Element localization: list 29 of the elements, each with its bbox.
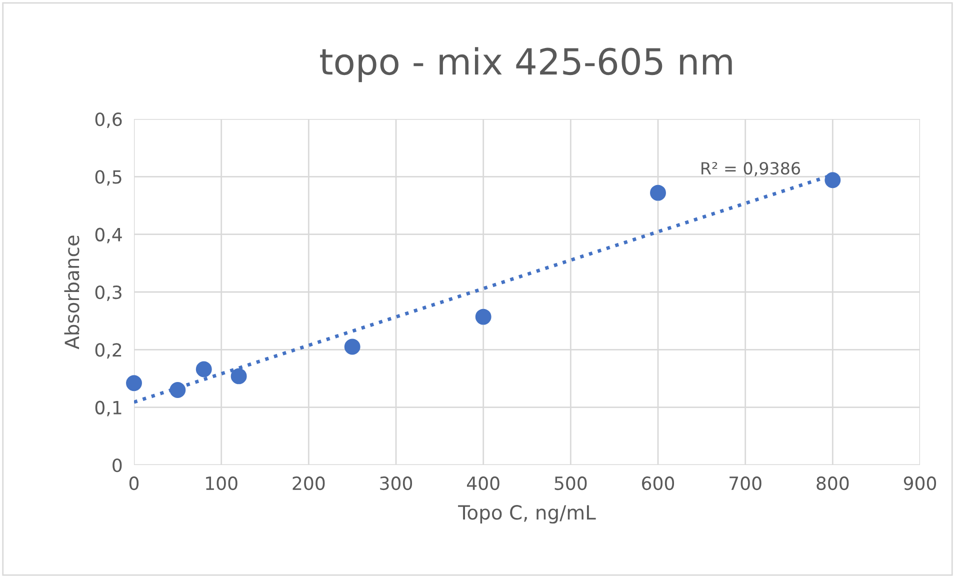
- annotation: R² = 0,9386: [702, 162, 800, 176]
- point: [126, 375, 142, 392]
- point: [196, 361, 212, 378]
- x-tick-label: 900: [904, 476, 936, 490]
- y-tick-label: 0,6: [95, 112, 122, 128]
- x-tick-label: 600: [642, 476, 674, 490]
- point: [475, 308, 492, 325]
- point: [230, 368, 247, 384]
- y-axis-title: Absorbance: [64, 236, 80, 350]
- y-tick-label: 0,1: [95, 400, 122, 416]
- x-tick-label: 0: [129, 476, 139, 490]
- chart-title: topo - mix 425-605 nm: [320, 47, 732, 82]
- point: [344, 338, 360, 355]
- x-tick-label: 400: [466, 476, 500, 490]
- x-tick-label: 500: [554, 476, 587, 490]
- x-tick-label: 100: [206, 476, 238, 490]
- point: [824, 172, 841, 188]
- x-tick-label: 800: [816, 476, 849, 490]
- point: [650, 184, 666, 201]
- x-tick-label: 200: [292, 476, 325, 490]
- y-tick-label: 0,4: [95, 228, 122, 244]
- x-axis-title: Topo C, ng/mL: [458, 505, 596, 524]
- y-tick-label: 0,2: [95, 343, 122, 359]
- x-tick-label: 300: [380, 476, 412, 490]
- point: [170, 382, 186, 398]
- y-tick-label: 0: [112, 458, 122, 472]
- y-tick-label: 0,3: [95, 285, 122, 301]
- y-tick-label: 0,5: [95, 170, 122, 186]
- x-tick-label: 700: [730, 476, 762, 490]
